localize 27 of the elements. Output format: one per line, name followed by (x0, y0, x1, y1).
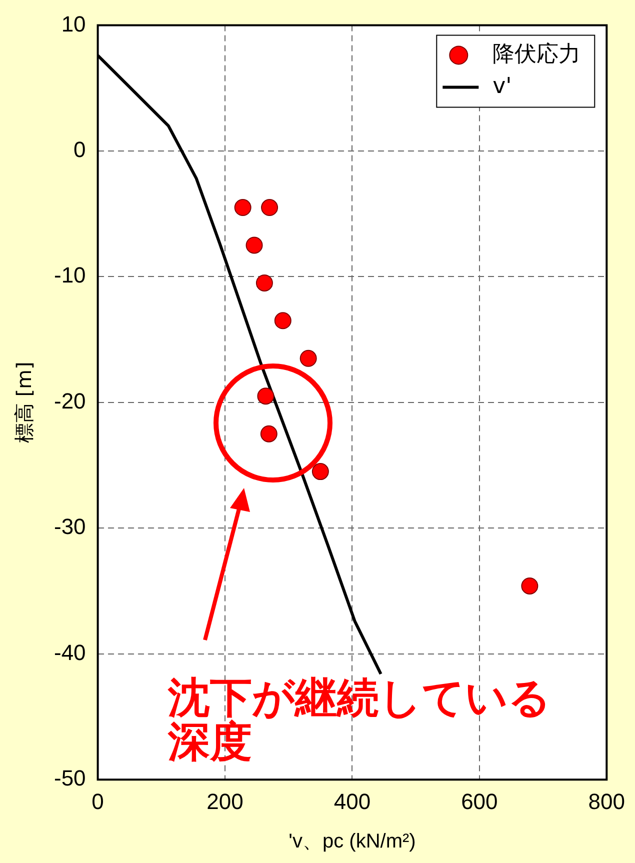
point (312, 463, 329, 480)
y-tick-label: -40 (54, 640, 86, 665)
x-tick-label: 200 (206, 788, 244, 814)
point (257, 388, 274, 405)
y-tick-label: -10 (54, 262, 86, 288)
point (246, 236, 263, 254)
point (260, 425, 278, 442)
point (234, 199, 252, 216)
y-tick-label: 10 (61, 11, 86, 36)
annotation: 沈下が継続している深度 (168, 673, 552, 766)
point (274, 312, 292, 330)
point (300, 350, 317, 367)
y-tick-label: -20 (54, 388, 86, 414)
y-tick-label: 0 (74, 136, 86, 162)
x-tick-label: 600 (461, 788, 498, 814)
x-tick-label: 0 (92, 788, 104, 814)
x-axis-title: 'v、pc (kN/m²) (288, 830, 416, 853)
y-axis-title: 標高 [m] (12, 362, 36, 444)
legend-label: v' (492, 74, 512, 99)
x-tick-label: 800 (588, 788, 626, 814)
y-tick-label: -30 (54, 514, 86, 540)
point (256, 274, 273, 292)
point (261, 199, 278, 216)
point (521, 577, 538, 594)
y-tick-label: -50 (54, 766, 86, 791)
x-tick-label: 400 (334, 788, 371, 814)
legend-label: 降伏応力 (492, 42, 581, 67)
